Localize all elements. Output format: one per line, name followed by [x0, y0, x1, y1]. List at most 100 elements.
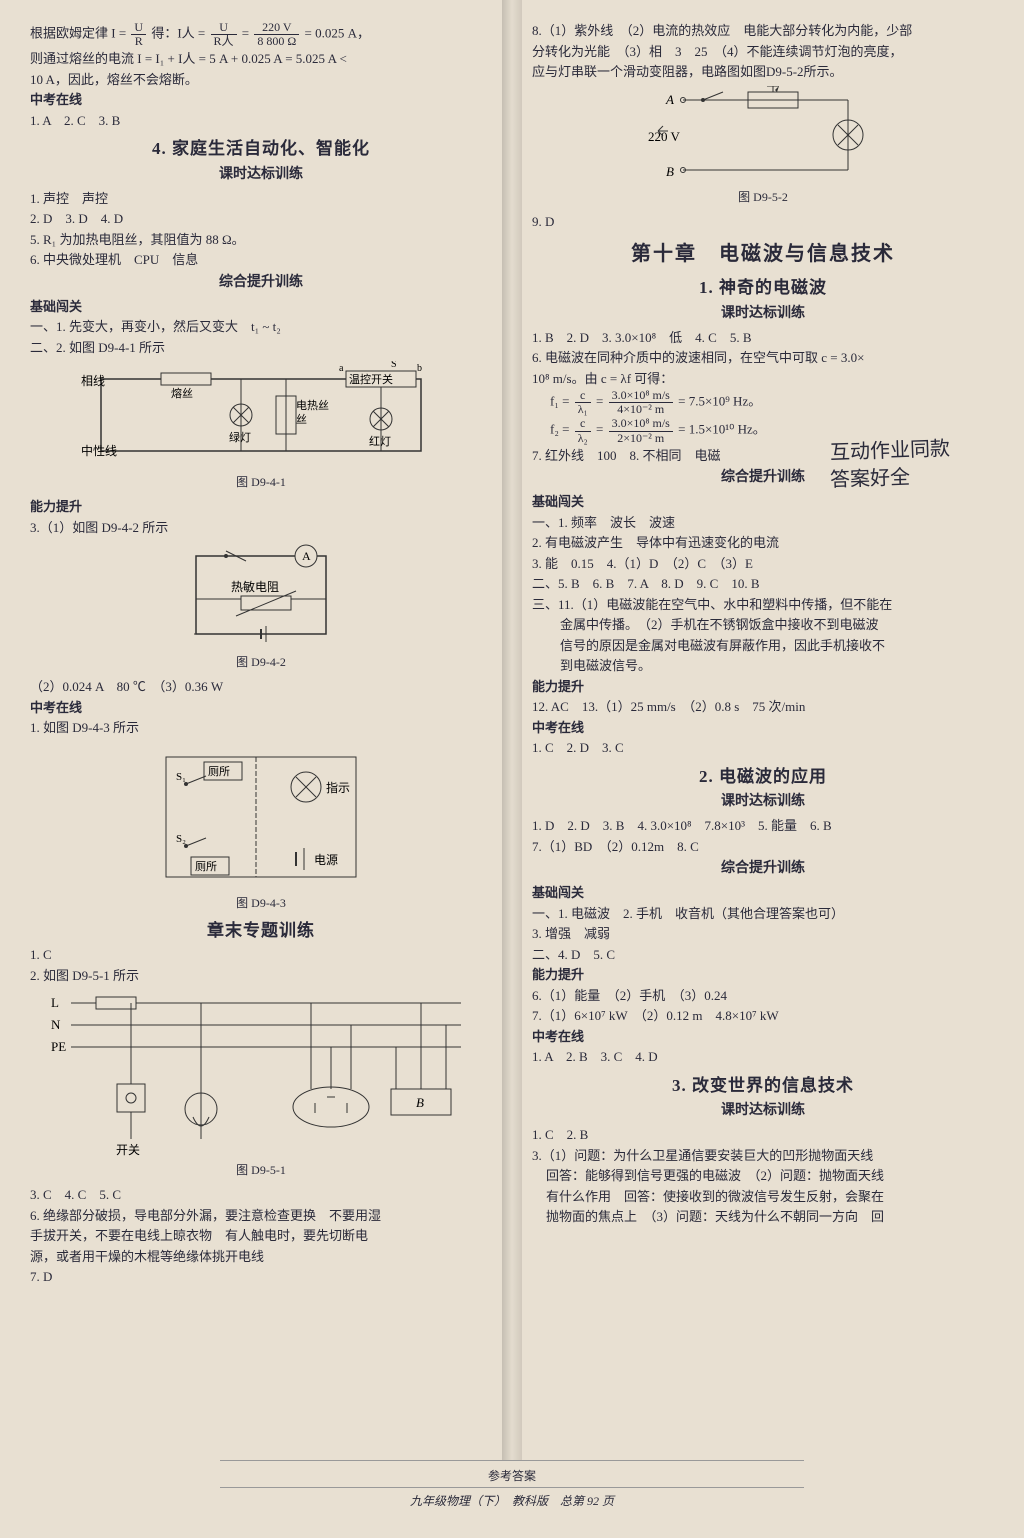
lbl-s1: S₁ [176, 771, 186, 783]
s2-nlts6: 6.（1）能量 （2）手机 （3）0.24 [532, 986, 994, 1006]
zk2-h: 中考在线 [30, 698, 492, 718]
fig942-cap: 图 D9-4-2 [30, 653, 492, 671]
lbl-heater2: 丝 [296, 413, 307, 426]
ch10-title: 第十章 电磁波与信息技术 [532, 239, 994, 269]
s3-3c: 有什么作用 回答：使接收到的微波信号发生反射，会聚在 [532, 1187, 994, 1207]
circuit-d9-4-3-icon: 指示 电源 S₁ 厕所 S₂ 厕所 [146, 742, 376, 892]
jckg-r4: 二、5. B 6. B 7. A 8. D 9. C 10. B [532, 574, 994, 594]
jckg-h1: 基础闯关 [30, 297, 492, 317]
fig941-cap: 图 D9-4-1 [30, 473, 492, 491]
lbl-therm: 热敏电阻 [231, 579, 279, 594]
lbl-red: 红灯 [369, 435, 391, 448]
s3-3d: 抛物面的焦点上 （3）问题：天线为什么不朝同一方向 回 [532, 1207, 994, 1227]
nlts3: 3.（1）如图 D9-4-2 所示 [30, 518, 492, 538]
zm-2: 2. 如图 D9-5-1 所示 [30, 966, 492, 986]
s2-jckg1: 一、1. 电磁波 2. 手机 收音机（其他合理答案也可） [532, 904, 994, 924]
s1-7: 7. 红外线 100 8. 不相同 电磁 [532, 446, 994, 466]
text: = [596, 422, 603, 437]
kedabiao-r3: 课时达标训练 [532, 1100, 994, 1121]
s2-ans2: 7.（1）BD （2）0.12m 8. C [532, 837, 994, 857]
zk-r: 中考在线 [532, 718, 994, 738]
num: c [575, 389, 591, 403]
jckg1: 一、1. 先变大，再变小，然后又变大 t₁ ~ t₂ [30, 317, 492, 337]
nlts-r: 能力提升 [532, 677, 994, 697]
den: 8 800 Ω [254, 35, 299, 48]
lbl-psu: 电源 [314, 853, 338, 867]
zhongkao-h1: 中考在线 [30, 90, 492, 110]
text: = [242, 26, 249, 41]
lbl-fuse: 熔丝 [171, 386, 193, 400]
columns: 根据欧姆定律 I = U R 得：I人 = U R人 = 220 V 8 800… [0, 0, 1024, 1460]
lbl-L: L [51, 995, 59, 1010]
circuit-d9-4-1-icon: 相线 中性线 熔丝 绿灯 电热丝 丝 温控开关 a [81, 361, 441, 471]
den: λ₂ [575, 432, 591, 445]
left-column: 根据欧姆定律 I = U R 得：I人 = U R人 = 220 V 8 800… [30, 20, 492, 1460]
text: = 7.5×10⁹ Hz。 [678, 394, 761, 409]
q8a: 8.（1）紫外线 （2）电流的热效应 电能大部分转化为内能，少部 [532, 21, 994, 41]
frac-ur: U R [131, 21, 146, 48]
zm-6a: 6. 绝缘部分破损，导电部分外漏，要注意检查更换 不要用湿 [30, 1206, 492, 1226]
zm-6b: 手拔开关，不要在电线上晾衣物 有人触电时，要先切断电 [30, 1226, 492, 1246]
lbl-PE: PE [51, 1039, 66, 1054]
fig952-cap: 图 D9-5-2 [532, 188, 994, 206]
kedabiao1: 课时达标训练 [30, 164, 492, 185]
text: f₂ = [550, 422, 569, 437]
text: f₁ = [550, 394, 569, 409]
frac-ur2: U R人 [211, 21, 237, 48]
lbl-b: b [417, 363, 422, 374]
jckg-r5a: 三、11.（1）电磁波能在空气中、水中和塑料中传播，但不能在 [532, 595, 994, 615]
circuit-d9-5-1-icon: L N PE 开关 [51, 989, 471, 1159]
s2-jckg3: 二、4. D 5. C [532, 945, 994, 965]
fig-d9-4-3: 指示 电源 S₁ 厕所 S₂ 厕所 图 D9-4-3 [30, 742, 492, 912]
nlts3b: （2）0.024 A 80 ℃ （3）0.36 W [30, 677, 492, 697]
zk-r2: 中考在线 [532, 1027, 994, 1047]
lbl-wc2: 厕所 [195, 860, 217, 873]
lbl-wc1: 厕所 [208, 765, 230, 778]
text: = 0.025 A， [305, 26, 370, 41]
zm-345: 3. C 4. C 5. C [30, 1185, 492, 1205]
num: 3.0×10⁸ m/s [609, 389, 673, 403]
lbl-neutral: 中性线 [81, 443, 117, 458]
zm-1: 1. C [30, 945, 492, 965]
s2-ans1: 1. D 2. D 3. B 4. 3.0×10⁸ 7.8×10³ 5. 能量 … [532, 816, 994, 836]
den: 4×10⁻² m [609, 403, 673, 416]
q8b: 分转化为光能 （3）相 3 25 （4）不能连续调节灯泡的亮度， [532, 42, 994, 62]
text: 得：I人 = [151, 26, 205, 41]
f2-frac2: 3.0×10⁸ m/s 2×10⁻² m [609, 417, 673, 444]
s3-3b: 回答：能够得到信号更强的电磁波 （2）问题：抛物面天线 [532, 1166, 994, 1186]
lbl-a: a [339, 363, 344, 374]
den: λ₁ [575, 403, 591, 416]
f1-frac1: c λ₁ [575, 389, 591, 416]
zh-title1: 综合提升训练 [30, 272, 492, 293]
zm-7: 7. D [30, 1267, 492, 1287]
ohm-line2: 则通过熔丝的电流 I = I₁ + I人 = 5 A + 0.025 A = 5… [30, 49, 492, 69]
zh-title-r1: 综合提升训练 [532, 467, 994, 488]
lbl-N: N [51, 1017, 61, 1032]
q9: 9. D [532, 212, 994, 232]
s2-zk: 1. A 2. B 3. C 4. D [532, 1047, 994, 1067]
lbl-s: S [391, 361, 397, 370]
f1-frac2: 3.0×10⁸ m/s 4×10⁻² m [609, 389, 673, 416]
lbl-switch: 温控开关 [349, 372, 393, 386]
s1-ans: 1. B 2. D 3. 3.0×10⁸ 低 4. C 5. B [532, 328, 994, 348]
frac-220: 220 V 8 800 Ω [254, 21, 299, 48]
jckg-r2: 2. 有电磁波产生 导体中有迅速变化的电流 [532, 533, 994, 553]
s1-title: 1. 神奇的电磁波 [532, 275, 994, 301]
s3-3a: 3.（1）问题：为什么卫星通信要安装巨大的凹形抛物面天线 [532, 1146, 994, 1166]
nlts-r2: 能力提升 [532, 965, 994, 985]
fig951-cap: 图 D9-5-1 [30, 1161, 492, 1179]
fig-d9-5-1: L N PE 开关 [30, 989, 492, 1179]
lbl-sw: 开关 [116, 1143, 140, 1157]
num: 220 V [254, 21, 299, 35]
zh-title-r2: 综合提升训练 [532, 858, 994, 879]
sec4-title: 4. 家庭生活自动化、智能化 [30, 136, 492, 162]
jckg2: 二、2. 如图 D9-4-1 所示 [30, 338, 492, 358]
footer-line: 九年级物理（下） 教科版 总第 92 页 [220, 1492, 804, 1510]
right-column: 8.（1）紫外线 （2）电流的热效应 电能大部分转化为内能，少部 分转化为光能 … [532, 20, 994, 1460]
fig943-cap: 图 D9-4-3 [30, 894, 492, 912]
jckg-r5d: 到电磁波信号。 [532, 656, 994, 676]
jckg-r1: 一、1. 频率 波长 波速 [532, 513, 994, 533]
kedabiao-r2: 课时达标训练 [532, 791, 994, 812]
f2-frac1: c λ₂ [575, 417, 591, 444]
s4-2: 2. D 3. D 4. D [30, 209, 492, 229]
